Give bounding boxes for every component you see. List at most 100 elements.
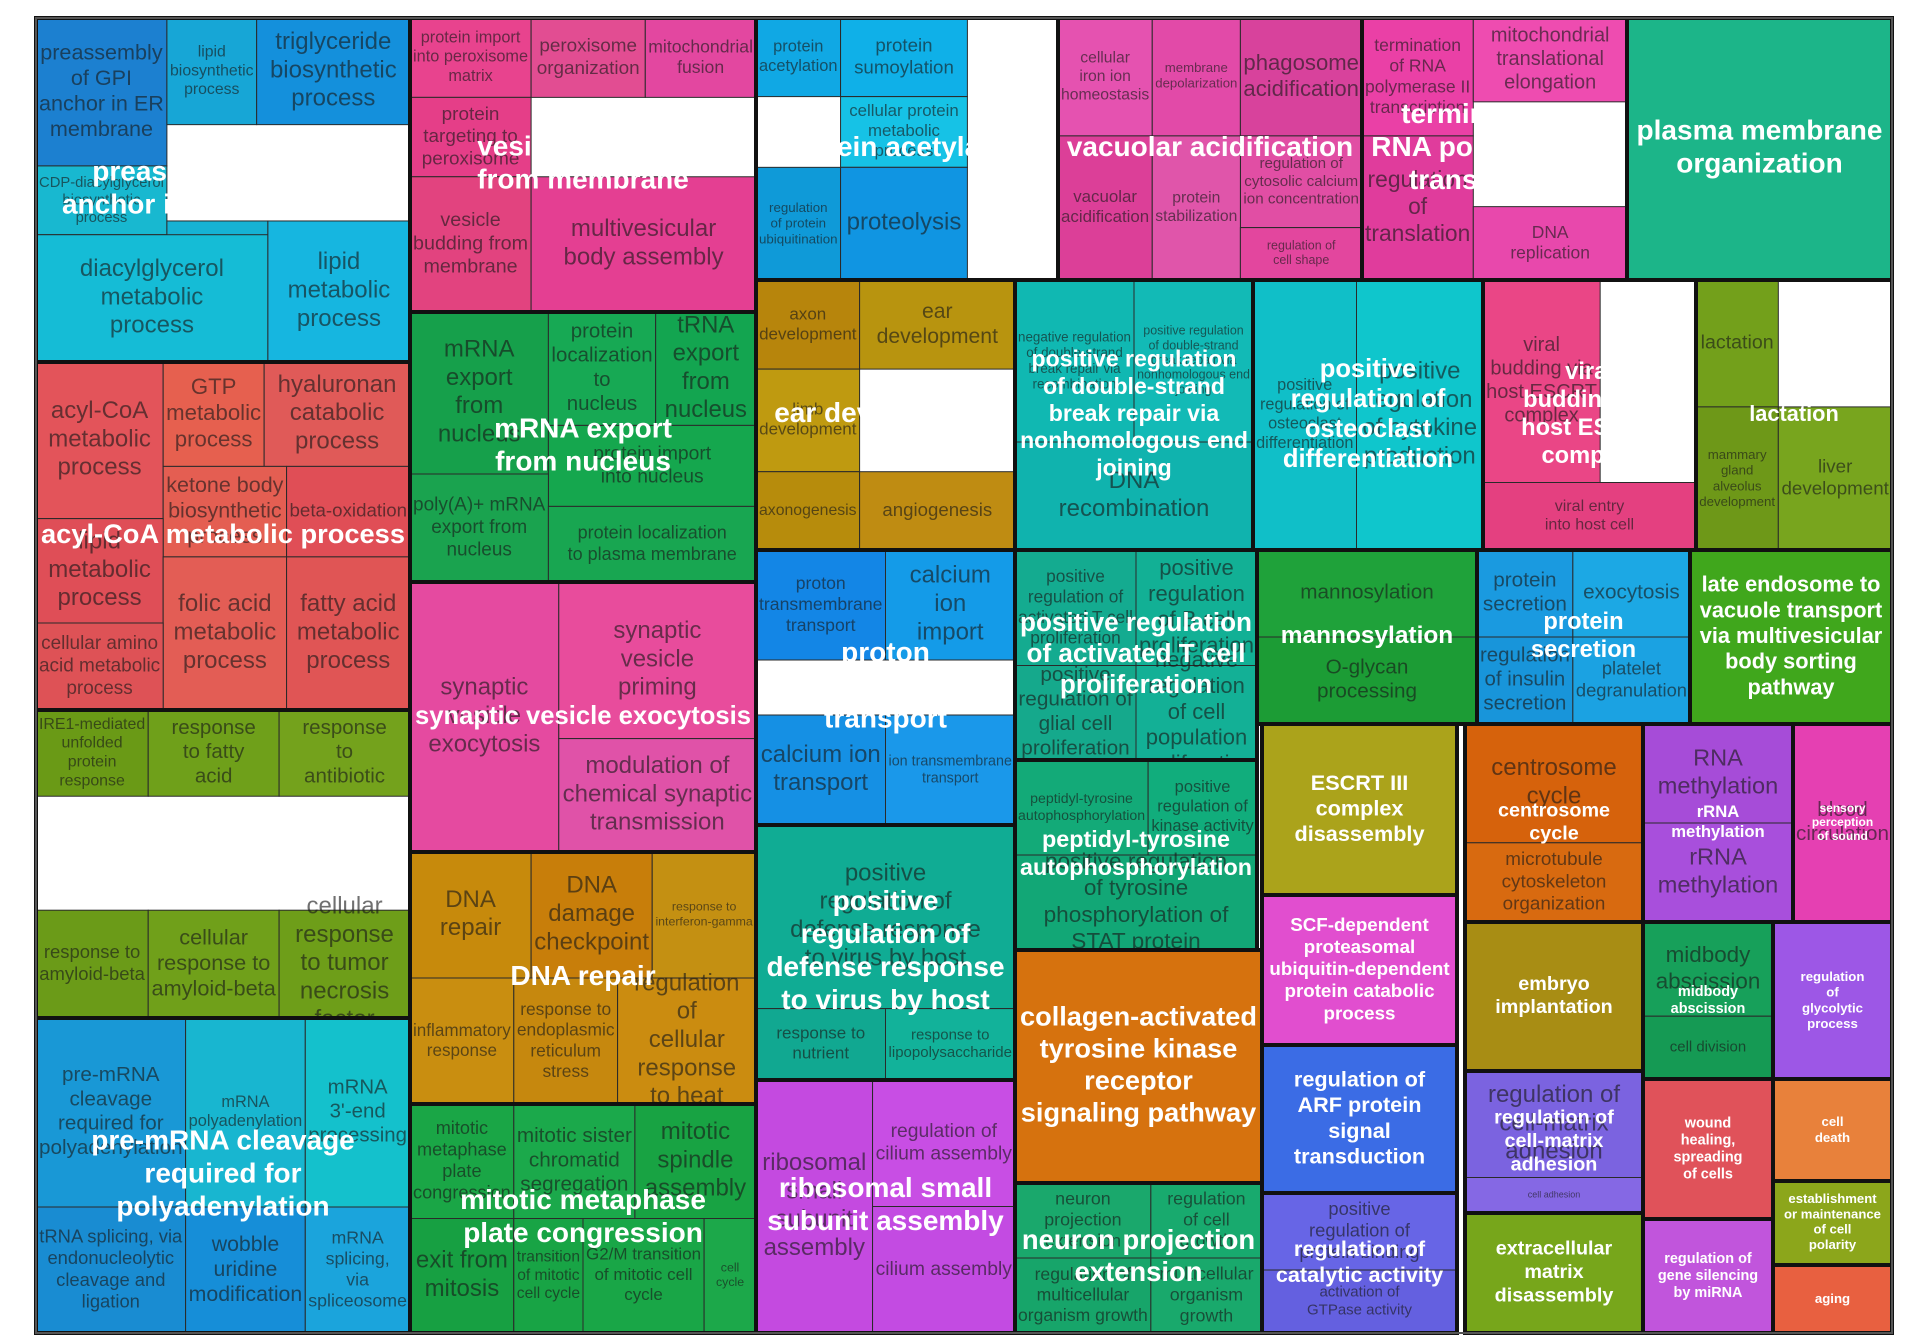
treemap-tile bbox=[267, 220, 411, 363]
treemap-tile bbox=[617, 977, 757, 1105]
tile-label: DNA repair bbox=[440, 886, 501, 941]
tile-label: positive regulation of glial cell prolifera… bbox=[1018, 663, 1132, 760]
tile-label: lipid metabolic process bbox=[288, 249, 391, 333]
treemap-tile bbox=[859, 279, 1016, 370]
tile-label: regulation of translation bbox=[1365, 166, 1470, 246]
tile-label: negative regulation of double-strand break… bbox=[1018, 329, 1131, 391]
tile-label: synaptic vesicle priming bbox=[613, 617, 701, 701]
tile-label: inflammatory response bbox=[413, 1020, 511, 1059]
group-label: acyl-CoA metabolic process bbox=[41, 518, 405, 549]
treemap-tile bbox=[1014, 949, 1263, 1184]
tile-label: fatty acid metabolic process bbox=[297, 590, 400, 674]
tile-label: ribosomal small subunit assembly bbox=[762, 1149, 866, 1261]
treemap-tile bbox=[1239, 227, 1363, 281]
group-label: vacuolar acidification bbox=[1067, 131, 1353, 162]
group-label: vesicle budding from membrane bbox=[477, 131, 689, 195]
tile-label: RNA methylation bbox=[1658, 745, 1779, 799]
treemap-tile bbox=[547, 424, 757, 507]
tile-label: regulation of cell-matrix adhesion bbox=[1488, 1081, 1620, 1165]
group-label: midbody abscission bbox=[1671, 984, 1746, 1017]
tile-label: positive regulation of protein binding bbox=[1299, 1198, 1419, 1262]
tile-label: axon development bbox=[759, 304, 857, 343]
tile-label: GTP metabolic process bbox=[166, 374, 261, 451]
tile-label: response to antibiotic bbox=[302, 716, 386, 787]
treemap-tile bbox=[263, 361, 411, 467]
tile-label: lipid biosynthetic process bbox=[170, 44, 254, 98]
treemap-tile bbox=[409, 473, 549, 583]
group-label: viral budding via host ESCRT complex bbox=[1521, 359, 1658, 469]
tile-label: viral budding via host ESCRT complex bbox=[1486, 334, 1597, 427]
treemap-tile bbox=[1642, 1015, 1774, 1080]
group-label: late endosome to vacuole transport via mul… bbox=[1700, 571, 1883, 699]
tile-label: mRNA export from nucleus bbox=[438, 336, 521, 448]
treemap-tile bbox=[1135, 549, 1258, 666]
treemap-tile bbox=[558, 738, 757, 853]
group-label: establishment or maintenance of cell polari… bbox=[1784, 1191, 1881, 1252]
tile-label: regulation of cytosolic calcium ion concen… bbox=[1243, 155, 1359, 208]
treemap-tile bbox=[35, 361, 164, 520]
tile-label: cilium assembly bbox=[876, 1259, 1013, 1280]
tile-label: regulation of cell shape bbox=[1267, 239, 1336, 268]
treemap-tile bbox=[1057, 135, 1153, 281]
group-label: termination of RNA polymerase II transcrip… bbox=[1371, 98, 1617, 195]
treemap-tile bbox=[755, 279, 861, 370]
group-label: positive regulation of double-strand break… bbox=[1020, 346, 1248, 481]
treemap-tile bbox=[409, 1103, 515, 1219]
tile-label: tRNA splicing, via endonucleolytic cleavag… bbox=[39, 1225, 183, 1311]
group-label: rRNA methylation bbox=[1671, 803, 1764, 842]
group-label: proton transmembrane transport bbox=[780, 637, 990, 734]
tile-label: protein secretion bbox=[1483, 569, 1567, 616]
tile-label: proton transmembrane transport bbox=[759, 573, 883, 635]
tile-label: wobble uridine modification bbox=[189, 1231, 303, 1305]
tile-label: beta-oxidation bbox=[290, 500, 408, 521]
tile-label: blood circulation bbox=[1796, 798, 1889, 845]
tile-label: multicellular organism growth bbox=[1159, 1263, 1253, 1325]
tile-label: O-glycan processing bbox=[1317, 656, 1417, 703]
tile-label: response to interferon-gamma bbox=[655, 900, 752, 929]
tile-label: protein acetylation bbox=[759, 38, 838, 75]
treemap-tile bbox=[1472, 17, 1628, 103]
group-label: positive regulation of activated T cell pr… bbox=[1020, 607, 1252, 699]
treemap-tile bbox=[1777, 406, 1893, 551]
group-label: DNA repair bbox=[510, 960, 655, 991]
treemap-tile bbox=[409, 851, 532, 979]
group-label: collagen-activated tyrosine kinase recepto… bbox=[1020, 1001, 1257, 1128]
treemap-tile bbox=[1476, 549, 1574, 638]
tile-label: DNA recombination bbox=[1059, 467, 1210, 522]
group-label: SCF-dependent proteasomal ubiquitin-depend… bbox=[1269, 914, 1450, 1024]
tile-label: limb development bbox=[759, 400, 857, 439]
tile-label: cellular iron ion homeostasis bbox=[1061, 50, 1149, 104]
treemap-tile bbox=[634, 1103, 757, 1219]
tile-label: cellular amino acid metabolic process bbox=[39, 633, 160, 699]
group-label: centrosome cycle bbox=[1498, 800, 1610, 845]
tile-label: calcium ion transport bbox=[761, 741, 881, 796]
treemap-tile bbox=[1642, 1078, 1774, 1220]
tile-label: synaptic vesicle exocytosis bbox=[428, 674, 540, 758]
treemap-tile bbox=[872, 1079, 1016, 1207]
treemap-tile bbox=[1256, 636, 1478, 725]
tile-label: regulation of protein ubiquitination bbox=[759, 199, 838, 245]
tile-label: mammary gland alveolus development bbox=[1699, 446, 1775, 508]
group-label: ribosomal small subunit assembly bbox=[767, 1172, 1004, 1236]
treemap-tile bbox=[755, 714, 886, 826]
treemap-tile bbox=[162, 361, 265, 467]
tile-label: mannosylation bbox=[1300, 581, 1434, 604]
treemap-tile bbox=[1482, 279, 1601, 483]
treemap-tile bbox=[1014, 665, 1137, 761]
tile-label: regulation of cilium assembly bbox=[876, 1121, 1013, 1165]
tile-label: mRNA 3'-end processing bbox=[308, 1077, 407, 1147]
treemap-tile bbox=[409, 17, 532, 98]
treemap-tile bbox=[1261, 1192, 1458, 1271]
group-label: mannosylation bbox=[1281, 622, 1453, 649]
treemap-tile bbox=[278, 909, 411, 1019]
treemap-tile bbox=[1133, 279, 1254, 443]
group-label: ESCRT III complex disassembly bbox=[1294, 770, 1424, 846]
treemap-frame bbox=[35, 17, 1893, 1334]
tile-label: mitochondrial fusion bbox=[648, 36, 753, 77]
treemap-tile bbox=[409, 96, 532, 178]
tile-label: response to nutrient bbox=[776, 1024, 865, 1063]
tile-label: regulation of cell growth bbox=[1167, 1188, 1245, 1250]
treemap-tile bbox=[755, 1008, 886, 1081]
treemap-tile bbox=[35, 622, 164, 711]
